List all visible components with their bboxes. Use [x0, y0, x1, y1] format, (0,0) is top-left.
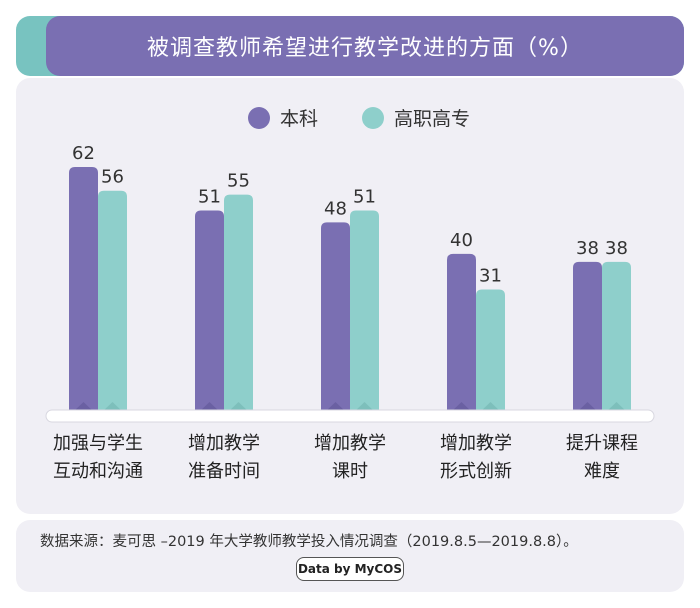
- bar-1-4: [602, 261, 631, 412]
- category-label-line: 增加教学: [440, 433, 512, 454]
- category-label-2: 增加教学 课时: [280, 430, 420, 486]
- bar-1-3: [476, 289, 505, 412]
- bar-0-3: [447, 253, 476, 412]
- category-label-line: 增加教学: [314, 433, 386, 454]
- category-label-line: 增加教学: [188, 433, 260, 454]
- bar-body-0-2: [321, 222, 350, 412]
- category-label-line: 提升课程: [566, 433, 638, 454]
- legend-item-benke: 本科: [248, 104, 318, 131]
- bar-0-1: [195, 210, 224, 412]
- value-label-1-3: 31: [479, 266, 502, 287]
- legend-label-benke: 本科: [280, 108, 319, 130]
- bar-body-0-4: [573, 261, 602, 412]
- x-axis-baseline: [45, 409, 655, 423]
- legend-label-gaozhi: 高职高专: [394, 108, 471, 130]
- bar-1-1: [224, 194, 253, 412]
- bar-body-1-2: [350, 210, 379, 412]
- legend-swatch-benke: [248, 106, 270, 129]
- category-label-line: 互动和沟通: [53, 461, 143, 482]
- bar-body-0-1: [195, 210, 224, 412]
- bar-0-0: [69, 167, 98, 412]
- bar-body-0-0: [69, 167, 98, 412]
- category-label-line: 难度: [584, 461, 620, 482]
- legend: 本科 高职高专: [248, 104, 514, 131]
- category-label-3: 增加教学 形式创新: [406, 430, 546, 486]
- value-label-1-4: 38: [605, 238, 628, 259]
- bar-body-1-0: [98, 190, 127, 412]
- bar-0-2: [321, 222, 350, 412]
- category-label-4: 提升课程 难度: [532, 430, 672, 486]
- value-label-0-3: 40: [450, 230, 473, 251]
- mycos-badge: Data by MyCOS: [296, 557, 404, 581]
- value-label-1-2: 51: [353, 186, 376, 207]
- category-label-1: 增加教学 准备时间: [154, 430, 294, 486]
- bar-body-1-4: [602, 261, 631, 412]
- legend-swatch-gaozhi: [362, 106, 385, 129]
- category-label-line: 加强与学生: [53, 433, 143, 454]
- value-label-1-0: 56: [101, 167, 124, 188]
- category-label-line: 课时: [332, 461, 368, 482]
- category-label-0: 加强与学生互动和沟通: [28, 430, 168, 486]
- bar-1-0: [98, 190, 127, 412]
- category-label-line: 准备时间: [188, 461, 260, 482]
- value-label-0-4: 38: [576, 238, 599, 259]
- source-note: 数据来源：麦可思 –2019 年大学教师教学投入情况调查（2019.8.5—20…: [40, 534, 578, 550]
- bar-body-0-3: [447, 253, 476, 412]
- bar-0-4: [573, 261, 602, 412]
- legend-item-gaozhi: 高职高专: [362, 104, 470, 131]
- value-label-1-1: 55: [227, 171, 250, 192]
- category-label-line: 形式创新: [440, 461, 512, 482]
- chart-title: 被调查教师希望进行教学改进的方面（%）: [46, 16, 684, 76]
- value-label-0-1: 51: [198, 186, 221, 207]
- value-label-0-2: 48: [324, 198, 347, 219]
- bar-body-1-3: [476, 289, 505, 412]
- category-labels: 加强与学生 互动和沟通 增加教学 准备时间 增加教学 课时 增加教学 形式创新 提升课程 难度: [0, 430, 700, 500]
- bar-body-1-1: [224, 194, 253, 412]
- value-label-0-0: 62: [72, 143, 95, 164]
- bar-1-2: [350, 210, 379, 412]
